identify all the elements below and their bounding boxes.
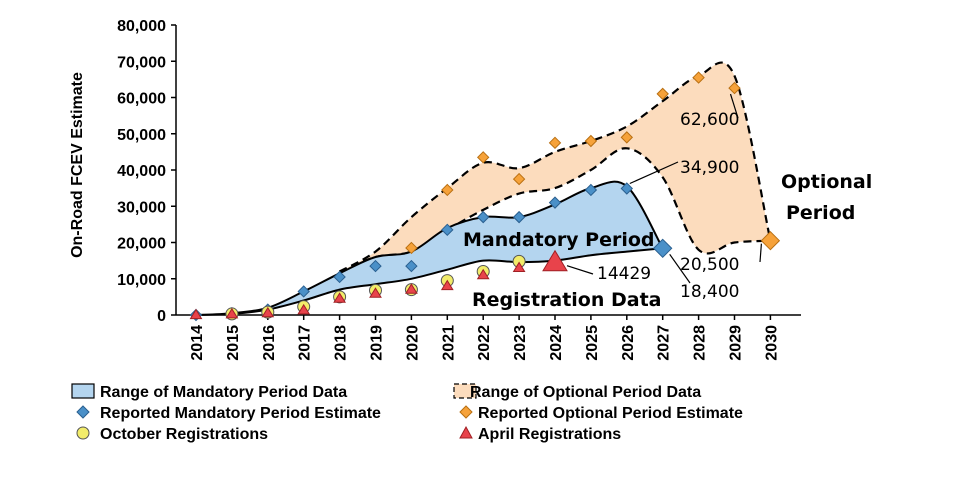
- april-registration-point: [189, 308, 203, 320]
- optional-estimate-point: [760, 230, 781, 251]
- mandatory-estimate-point: [476, 210, 490, 224]
- x-tick-label: 2015: [225, 325, 242, 361]
- optional-range-lower-line: [339, 147, 771, 273]
- period-label: Period: [786, 202, 855, 224]
- y-tick-label: 60,000: [117, 91, 166, 108]
- april-registration-point: [297, 303, 311, 315]
- annotation-label: 20,500: [680, 255, 739, 275]
- x-tick-label: 2028: [692, 325, 709, 361]
- optional-range-upper-line: [339, 61, 772, 273]
- legend-label-october: October Registrations: [100, 426, 268, 443]
- x-tick-label: 2019: [369, 325, 386, 361]
- y-tick-label: 10,000: [117, 272, 166, 289]
- legend-label-mandatory-range: Range of Mandatory Period Data: [100, 384, 347, 401]
- y-tick-label: 50,000: [117, 127, 166, 144]
- x-tick-label: 2023: [512, 325, 529, 361]
- x-tick-label: 2018: [333, 325, 350, 361]
- y-tick-label: 70,000: [117, 54, 166, 71]
- optional-estimate-point: [476, 151, 490, 164]
- april-registration-point: [512, 261, 526, 272]
- april-registration-point: [333, 292, 346, 303]
- mandatory-estimate-point: [333, 270, 346, 284]
- legend-swatch-orange-diamond: [459, 405, 473, 419]
- annotations: 62,600 34,900 14429 20,500 18,400: [566, 93, 762, 302]
- y-axis-label: On-Road FCEV Estimate: [69, 72, 86, 258]
- legend-swatch-blue-diamond: [76, 405, 90, 419]
- x-tick-label: 2029: [728, 325, 745, 361]
- annotation-leader-line: [759, 243, 762, 263]
- optional-estimate-point: [692, 71, 705, 84]
- y-tick-label: 0: [157, 308, 166, 325]
- annotation-label: 34,900: [680, 158, 739, 178]
- x-tick-label: 2025: [584, 325, 601, 361]
- optional-estimate-point: [656, 87, 669, 101]
- mandatory-period-label: Mandatory Period: [463, 229, 655, 251]
- optional-estimate-point: [620, 131, 634, 144]
- legend-label-mandatory-estimate: Reported Mandatory Period Estimate: [100, 405, 381, 422]
- legend: Range of Mandatory Period Data Range of …: [71, 383, 743, 443]
- legend-swatch-red-triangle: [459, 425, 473, 439]
- mandatory-estimate-point: [620, 182, 634, 195]
- optional-estimate-point: [512, 172, 526, 186]
- x-tick-label: 2022: [476, 325, 493, 361]
- annotation-leader-line: [629, 161, 679, 185]
- x-tick-label: 2027: [656, 325, 673, 361]
- april-registration-point: [261, 306, 275, 318]
- y-tick-label: 30,000: [117, 199, 166, 216]
- april-registration-point: [369, 287, 382, 298]
- optional-estimate-point: [584, 134, 598, 148]
- mandatory-estimate-point: [548, 196, 562, 209]
- x-tick-label: 2024: [548, 325, 565, 361]
- april-registration-point: [476, 268, 490, 280]
- x-tick-label: 2021: [440, 325, 457, 361]
- legend-label-april: April Registrations: [478, 426, 621, 443]
- optional-range-fill: [339, 62, 771, 272]
- mandatory-estimate-point: [584, 183, 598, 197]
- optional-label: Optional: [781, 171, 872, 193]
- annotation-label: 14429: [597, 264, 651, 284]
- registration-data-label: Registration Data: [472, 289, 662, 311]
- legend-label-optional-range: Range of Optional Period Data: [470, 384, 701, 401]
- axes: 0 10,000 20,000 30,000 40,000 50,000 60,000 70,…: [117, 18, 801, 361]
- x-tick-label: 2014: [189, 325, 206, 361]
- legend-swatch-mandatory-range: [71, 383, 95, 399]
- legend-swatch-yellow-circle: [76, 426, 90, 440]
- mandatory-estimate-point: [652, 238, 673, 259]
- y-tick-label: 20,000: [117, 236, 166, 253]
- legend-swatch-optional-range: [453, 383, 477, 399]
- annotation-label: 18,400: [680, 282, 739, 302]
- optional-estimate-point: [548, 136, 562, 150]
- x-tick-label: 2016: [261, 325, 278, 361]
- april-registration-point: [542, 249, 568, 272]
- legend-label-optional-estimate: Reported Optional Period Estimate: [478, 405, 743, 422]
- optional-estimate-point: [441, 183, 454, 197]
- annotation-leader-line: [669, 253, 691, 284]
- y-tick-label: 80,000: [117, 18, 166, 35]
- optional-estimate-point: [728, 81, 741, 95]
- annotation-leader-line: [729, 93, 739, 119]
- annotation-leader-line: [566, 265, 594, 275]
- x-tick-label: 2020: [404, 325, 421, 361]
- x-tick-label: 2017: [297, 325, 314, 361]
- x-tick-label: 2026: [620, 325, 637, 361]
- y-tick-label: 40,000: [117, 163, 166, 180]
- mandatory-estimate-point: [441, 223, 454, 237]
- x-tick-label: 2030: [763, 325, 780, 361]
- mandatory-estimate-point: [405, 259, 418, 273]
- optional-estimate-point: [405, 241, 418, 255]
- mandatory-estimate-point: [297, 285, 310, 298]
- april-registration-point: [405, 283, 418, 294]
- range-areas: [195, 61, 772, 316]
- april-registration-point: [440, 279, 454, 291]
- data-markers: [189, 71, 781, 322]
- mandatory-estimate-point: [369, 259, 382, 273]
- mandatory-estimate-point: [512, 210, 526, 224]
- annotation-label: 62,600: [680, 110, 739, 130]
- april-registration-point: [225, 307, 239, 319]
